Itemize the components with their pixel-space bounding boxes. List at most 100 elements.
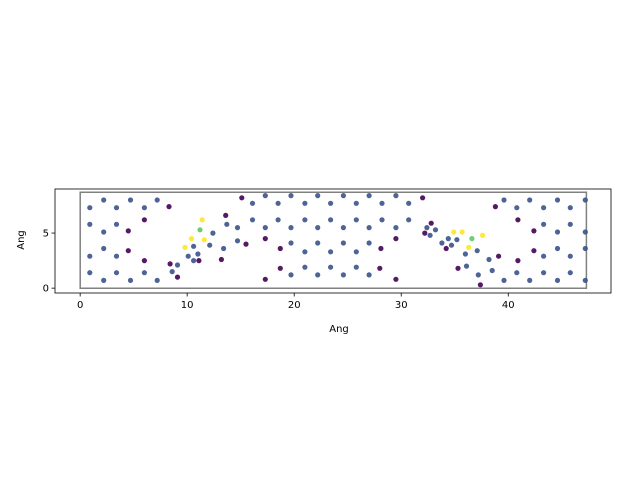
data-point bbox=[195, 251, 201, 257]
data-point bbox=[275, 217, 281, 223]
data-point bbox=[167, 261, 173, 267]
data-point bbox=[432, 227, 439, 233]
data-point bbox=[174, 274, 181, 280]
data-point bbox=[366, 193, 372, 199]
data-point bbox=[223, 212, 229, 218]
data-point bbox=[454, 237, 460, 243]
data-point bbox=[234, 238, 241, 244]
cell-box-outline bbox=[79, 191, 588, 289]
data-point bbox=[127, 277, 134, 283]
points-layer bbox=[87, 193, 588, 288]
data-point bbox=[377, 265, 383, 271]
data-point bbox=[87, 221, 93, 227]
data-point bbox=[420, 195, 426, 201]
data-point bbox=[277, 245, 283, 252]
data-point bbox=[514, 205, 520, 211]
data-point bbox=[328, 200, 334, 206]
data-point bbox=[463, 263, 470, 269]
data-point bbox=[288, 272, 294, 278]
data-point bbox=[141, 270, 147, 276]
data-point bbox=[262, 225, 268, 231]
data-point bbox=[554, 197, 561, 203]
y-tick-label: 5 bbox=[43, 229, 49, 240]
data-point bbox=[439, 240, 445, 246]
data-point bbox=[541, 221, 547, 227]
data-point bbox=[366, 225, 372, 231]
data-point bbox=[443, 245, 449, 252]
data-point bbox=[113, 221, 120, 227]
data-point bbox=[191, 243, 197, 249]
data-point bbox=[101, 277, 107, 283]
data-point bbox=[451, 229, 457, 235]
data-point bbox=[328, 264, 334, 270]
data-point bbox=[448, 242, 455, 248]
data-point bbox=[514, 270, 520, 276]
data-point bbox=[288, 240, 294, 246]
data-point bbox=[379, 200, 385, 206]
y-axis-label: Ang bbox=[16, 230, 27, 250]
data-point bbox=[475, 272, 481, 278]
data-point bbox=[113, 205, 120, 211]
data-point bbox=[554, 229, 561, 235]
data-point bbox=[224, 221, 230, 227]
data-point bbox=[527, 197, 533, 203]
data-point bbox=[515, 217, 521, 223]
data-point bbox=[554, 245, 561, 252]
x-tick-label: 20 bbox=[288, 300, 301, 311]
data-point bbox=[541, 270, 547, 276]
data-point bbox=[262, 276, 268, 282]
data-point bbox=[302, 264, 308, 270]
data-point bbox=[182, 244, 188, 250]
data-point bbox=[567, 253, 573, 259]
data-point bbox=[315, 272, 321, 278]
data-point bbox=[424, 225, 430, 231]
data-point bbox=[197, 227, 203, 233]
data-point bbox=[113, 270, 120, 276]
x-tick-label: 10 bbox=[181, 300, 194, 311]
data-point bbox=[210, 230, 216, 236]
data-point bbox=[480, 232, 486, 238]
data-point bbox=[427, 232, 433, 238]
data-point bbox=[141, 217, 147, 223]
data-point bbox=[191, 258, 197, 264]
data-point bbox=[207, 242, 213, 248]
data-point bbox=[353, 264, 359, 270]
data-point bbox=[302, 249, 308, 255]
data-point bbox=[196, 258, 202, 264]
data-point bbox=[87, 270, 93, 276]
data-point bbox=[249, 217, 256, 223]
data-point bbox=[221, 245, 227, 252]
data-point bbox=[239, 195, 245, 201]
data-point bbox=[262, 193, 268, 199]
x-axis-label: Ang bbox=[329, 324, 349, 335]
data-point bbox=[288, 193, 294, 199]
data-point bbox=[127, 197, 134, 203]
data-point bbox=[234, 225, 241, 231]
data-point bbox=[428, 220, 434, 226]
data-point bbox=[113, 253, 120, 259]
data-point bbox=[87, 253, 93, 259]
data-point bbox=[393, 225, 399, 231]
data-point bbox=[302, 217, 308, 223]
data-point bbox=[328, 249, 334, 255]
data-point bbox=[455, 265, 461, 271]
data-point bbox=[582, 197, 588, 203]
data-point bbox=[315, 240, 321, 246]
data-point bbox=[496, 253, 502, 259]
data-point bbox=[378, 245, 384, 252]
data-point bbox=[353, 249, 359, 255]
data-point bbox=[340, 193, 346, 199]
data-point bbox=[188, 236, 195, 242]
data-point bbox=[141, 205, 147, 211]
data-point bbox=[277, 265, 283, 271]
data-point bbox=[406, 217, 412, 223]
data-point bbox=[302, 200, 308, 206]
data-point bbox=[353, 217, 359, 223]
data-point bbox=[101, 245, 107, 252]
data-point bbox=[288, 225, 294, 231]
data-point bbox=[262, 236, 268, 242]
data-point bbox=[199, 217, 205, 223]
data-point bbox=[515, 258, 521, 264]
data-point bbox=[582, 245, 588, 252]
